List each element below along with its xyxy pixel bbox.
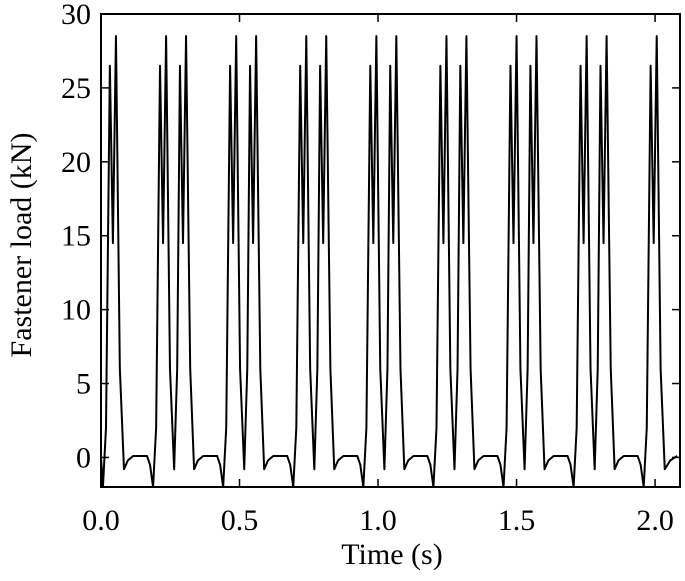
x-tick-label: 1.5 — [498, 504, 536, 537]
x-tick-label: 2.0 — [636, 504, 674, 537]
data-line — [100, 35, 678, 488]
y-tick-label: 10 — [61, 294, 91, 327]
x-tick-label: 1.0 — [359, 504, 397, 537]
y-tick-label: 5 — [76, 368, 91, 401]
x-tick-label: 0.0 — [82, 504, 120, 537]
y-tick-label: 20 — [61, 146, 91, 179]
x-tick-label: 0.5 — [221, 504, 259, 537]
y-tick-label: 0 — [76, 441, 91, 474]
y-axis-title: Fastener load (kN) — [5, 133, 38, 358]
plot-frame — [100, 13, 681, 488]
x-axis-title: Time (s) — [341, 538, 442, 571]
y-tick-label: 15 — [61, 220, 91, 253]
y-tick-label: 25 — [61, 72, 91, 105]
y-tick-label: 30 — [61, 0, 91, 31]
